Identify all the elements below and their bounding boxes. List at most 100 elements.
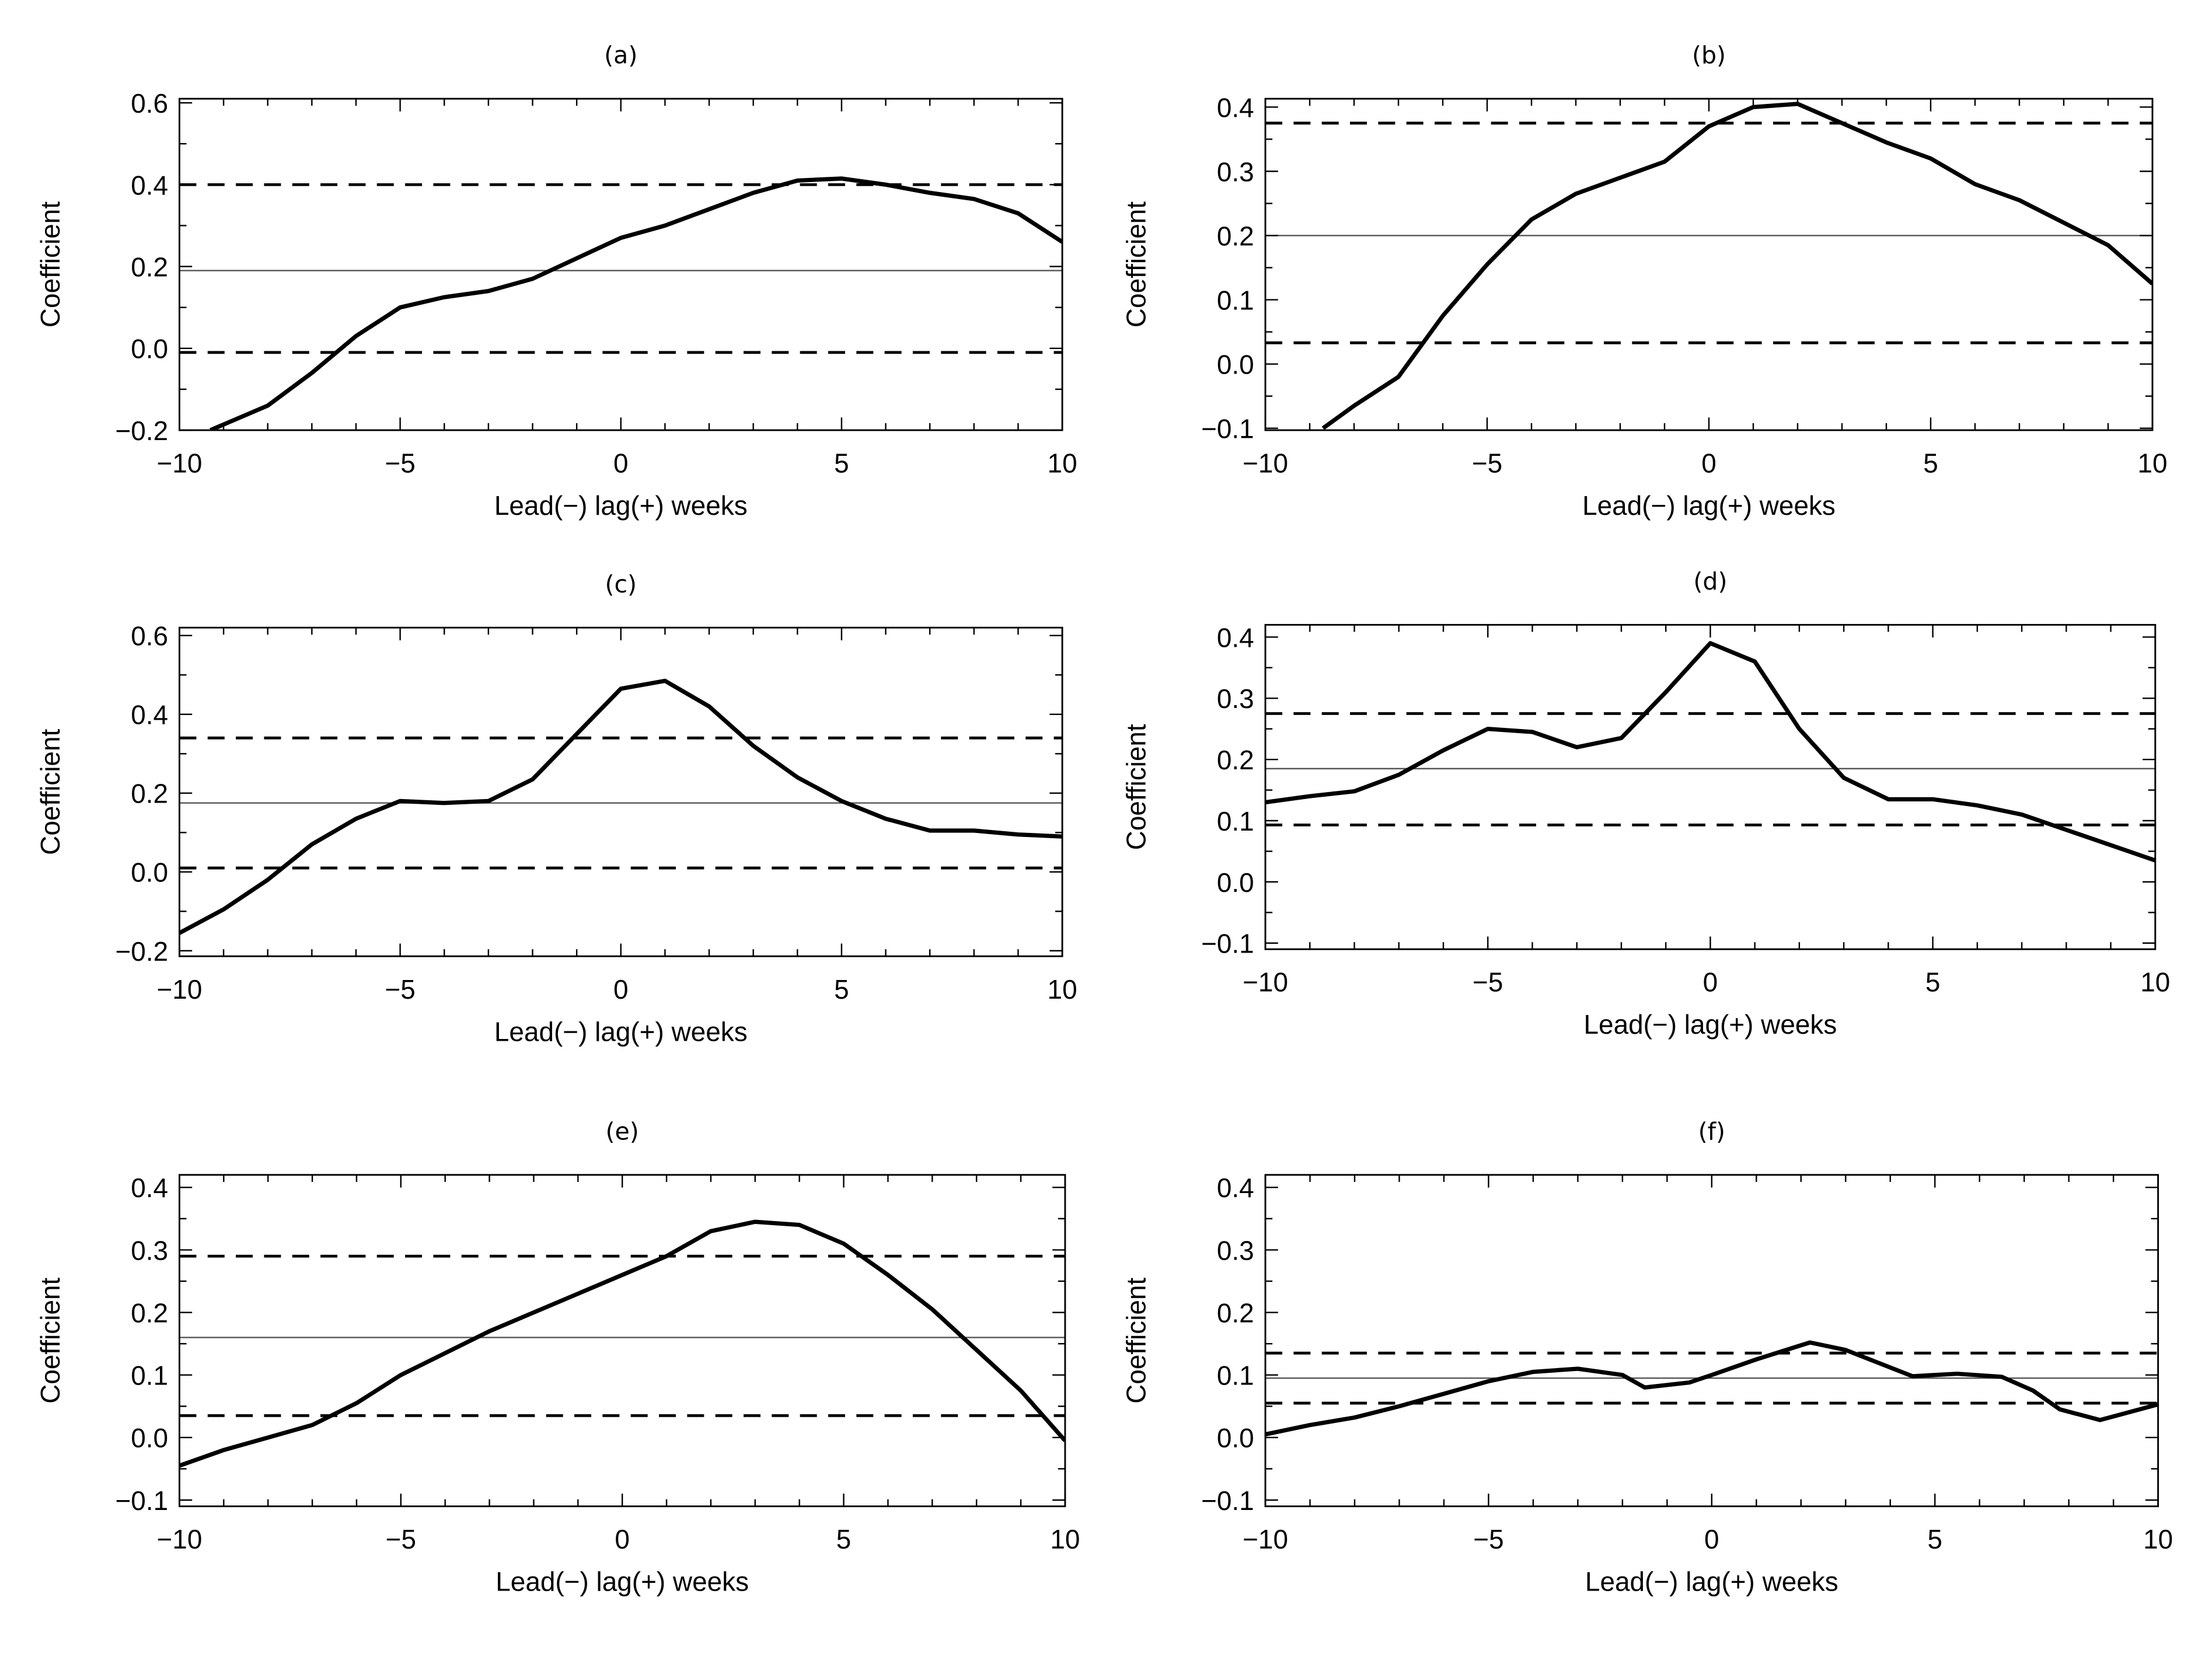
- plot-frame: [1264, 1174, 2159, 1508]
- chart-title: (f): [1698, 1117, 1726, 1145]
- chart-title: (d): [1693, 567, 1727, 595]
- y-tick-label: 0.1: [1217, 285, 1254, 316]
- y-tick-label: −0.2: [115, 936, 168, 967]
- y-tick-label: 0.2: [1217, 221, 1254, 251]
- y-tick-label: 0.6: [131, 621, 168, 651]
- series-line: [179, 678, 1063, 935]
- series-line: [1265, 1340, 2158, 1437]
- y-tick-label: −0.1: [1201, 1485, 1254, 1516]
- y-tick-label: −0.1: [115, 1485, 168, 1516]
- plot-frame: [178, 97, 1063, 431]
- panel-b: (b) −10 −5 0 5 10 −0.1 0.0 0.1 0.2 0.3 0.4 Lead(−) l…: [1121, 41, 2168, 521]
- y-tick-label: 0.2: [1217, 745, 1254, 775]
- x-tick-label: 10: [2140, 967, 2170, 998]
- x-axis-label: Lead(−) lag(+) weeks: [496, 1567, 749, 1597]
- series-line: [179, 1219, 1065, 1468]
- chart-title: (b): [1692, 41, 1726, 69]
- y-tick-label: 0.4: [131, 1173, 168, 1203]
- y-tick-label: 0.0: [131, 1423, 168, 1453]
- x-tick-label: −5: [1473, 967, 1503, 998]
- y-tick-label: 0.4: [1217, 1173, 1254, 1203]
- panel-a: (a) −10 −5 0 5 10 −0.2 0.0 0.2 0.4 0.6 Lead(−) lag(…: [35, 41, 1077, 521]
- y-axis-label: Coefficient: [35, 1277, 65, 1403]
- plot-frame: [1264, 624, 2157, 950]
- x-axis-label: Lead(−) lag(+) weeks: [494, 1016, 748, 1047]
- y-axis-label: Coefficient: [35, 201, 65, 327]
- panel-e: (e) −10 −5 0 5 10 −0.1 0.0 0.1 0.2 0.3 0.4 Lead(−) l…: [35, 1117, 1080, 1596]
- y-tick-label: 0.3: [131, 1235, 168, 1265]
- y-tick-label: 0.2: [131, 779, 168, 809]
- x-tick-label: −5: [1473, 1524, 1503, 1554]
- panel-c: (c) −10 −5 0 5 10 −0.2 0.0 0.2 0.4 0.6 Lead(−) lag(…: [35, 570, 1077, 1047]
- y-tick-label: 0.0: [1217, 867, 1254, 898]
- x-tick-label: 5: [834, 974, 849, 1005]
- y-axis-label: Coefficient: [1121, 1277, 1152, 1403]
- x-tick-label: −5: [1472, 448, 1502, 478]
- y-tick-label: 0.4: [1217, 92, 1254, 123]
- y-tick-label: 0.1: [1217, 806, 1254, 836]
- y-tick-label: 0.6: [131, 88, 168, 118]
- chart-title: (e): [606, 1117, 639, 1145]
- series-line: [1321, 102, 2152, 430]
- y-tick-label: 0.4: [131, 700, 168, 730]
- x-tick-label: −5: [386, 1524, 416, 1554]
- x-tick-label: 0: [613, 448, 629, 478]
- x-tick-label: −10: [156, 1524, 202, 1554]
- y-tick-label: 0.3: [1217, 1235, 1254, 1265]
- x-tick-label: 5: [1927, 1524, 1942, 1554]
- x-tick-label: 10: [2137, 448, 2167, 478]
- x-tick-label: −10: [156, 974, 202, 1005]
- plot-frame: [178, 626, 1063, 957]
- y-tick-label: 0.0: [1217, 350, 1254, 380]
- y-tick-label: 0.4: [1217, 622, 1254, 653]
- series-line: [209, 176, 1063, 430]
- x-tick-label: 0: [1704, 1524, 1719, 1554]
- chart-title: (c): [605, 570, 637, 598]
- y-tick-label: 0.0: [131, 334, 168, 364]
- x-axis-label: Lead(−) lag(+) weeks: [1584, 1009, 1837, 1040]
- y-tick-label: 0.2: [131, 252, 168, 282]
- y-tick-label: −0.2: [115, 416, 168, 446]
- x-tick-label: 10: [1048, 974, 1077, 1005]
- x-tick-label: 10: [1050, 1524, 1080, 1554]
- x-axis-label: Lead(−) lag(+) weeks: [1582, 490, 1836, 521]
- y-axis-label: Coefficient: [1121, 201, 1152, 327]
- y-tick-label: 0.2: [1217, 1298, 1254, 1328]
- x-tick-label: −10: [1243, 967, 1288, 998]
- y-tick-label: 0.0: [1217, 1423, 1254, 1453]
- x-tick-label: 0: [613, 974, 629, 1005]
- x-tick-label: 0: [1703, 967, 1718, 998]
- chart-title: (a): [604, 41, 637, 69]
- y-tick-label: 0.1: [131, 1361, 168, 1391]
- x-tick-label: −5: [385, 974, 415, 1005]
- x-tick-label: −5: [385, 448, 415, 478]
- panel-f: (f) −10 −5 0 5 10 −0.1 0.0 0.1 0.2 0.3 0.4 Lead(−) l…: [1121, 1117, 2173, 1596]
- x-tick-label: 0: [1701, 448, 1716, 478]
- x-tick-label: 5: [1925, 967, 1941, 998]
- x-tick-label: 5: [836, 1524, 852, 1554]
- plot-frame: [1264, 97, 2154, 431]
- panel-d: (d) −10 −5 0 5 10 −0.1 0.0 0.1 0.2 0.3 0.4 Lead(−) l…: [1121, 567, 2171, 1040]
- x-tick-label: 5: [1923, 448, 1938, 478]
- y-axis-label: Coefficient: [1121, 724, 1152, 850]
- y-tick-label: 0.3: [1217, 156, 1254, 187]
- series-line: [1265, 641, 2155, 863]
- y-tick-label: 0.2: [131, 1298, 168, 1328]
- x-tick-label: 10: [1048, 448, 1077, 478]
- y-tick-label: 0.1: [1217, 1361, 1254, 1391]
- x-tick-label: 0: [615, 1524, 630, 1554]
- x-tick-label: −10: [1243, 448, 1288, 478]
- x-axis-label: Lead(−) lag(+) weeks: [494, 490, 748, 521]
- y-tick-label: 0.4: [131, 170, 168, 200]
- y-tick-label: −0.1: [1201, 929, 1254, 959]
- plot-frame: [178, 1174, 1066, 1508]
- x-tick-label: −10: [1243, 1524, 1288, 1554]
- y-tick-label: 0.0: [131, 857, 168, 888]
- x-tick-label: 10: [2143, 1524, 2173, 1554]
- x-axis-label: Lead(−) lag(+) weeks: [1585, 1567, 1838, 1597]
- x-tick-label: −10: [156, 448, 202, 478]
- y-axis-label: Coefficient: [35, 729, 65, 855]
- x-tick-label: 5: [834, 448, 849, 478]
- y-tick-label: 0.3: [1217, 683, 1254, 714]
